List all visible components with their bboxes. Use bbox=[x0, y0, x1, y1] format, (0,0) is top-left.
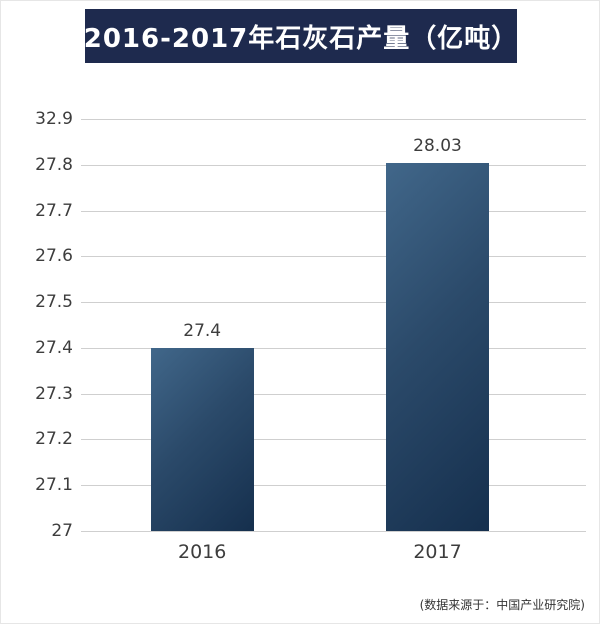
bar-2017 bbox=[386, 162, 490, 531]
gridline bbox=[81, 485, 586, 487]
bar-value-label: 27.4 bbox=[183, 320, 222, 341]
bar-2016 bbox=[150, 347, 254, 531]
y-tick-label: 27.8 bbox=[35, 154, 73, 175]
gridline bbox=[81, 210, 586, 212]
gridline bbox=[81, 393, 586, 395]
gridline bbox=[81, 347, 586, 349]
y-tick-label: 27 bbox=[51, 521, 73, 541]
y-tick-label: 27.7 bbox=[35, 200, 73, 221]
chart-title: 2016-2017年石灰石产量（亿吨） bbox=[83, 23, 519, 54]
plot-area: 27 27.1 27.2 27.3 27.4 27.5 27.6 27.7 27.8 32.9 27… bbox=[35, 109, 586, 563]
data-source-note: (数据来源于：中国产业研究院) bbox=[419, 598, 585, 612]
y-tick-label: 27.2 bbox=[35, 429, 73, 450]
gridline bbox=[81, 164, 586, 166]
y-tick-label: 27.1 bbox=[35, 475, 73, 496]
gridline bbox=[81, 302, 586, 304]
x-tick-label: 2016 bbox=[178, 541, 227, 563]
y-tick-label: 32.9 bbox=[35, 109, 73, 129]
y-tick-label: 27.3 bbox=[35, 383, 73, 404]
gridline bbox=[81, 119, 586, 120]
y-tick-label: 27.4 bbox=[35, 337, 73, 358]
x-tick-label: 2017 bbox=[413, 541, 462, 563]
gridline bbox=[81, 531, 586, 532]
chart-title-banner: 2016-2017年石灰石产量（亿吨） bbox=[83, 9, 519, 63]
gridline bbox=[81, 256, 586, 258]
y-tick-label: 27.6 bbox=[35, 246, 73, 267]
y-tick-label: 27.5 bbox=[35, 292, 73, 313]
gridline bbox=[81, 439, 586, 441]
bar-value-label: 28.03 bbox=[413, 135, 462, 156]
